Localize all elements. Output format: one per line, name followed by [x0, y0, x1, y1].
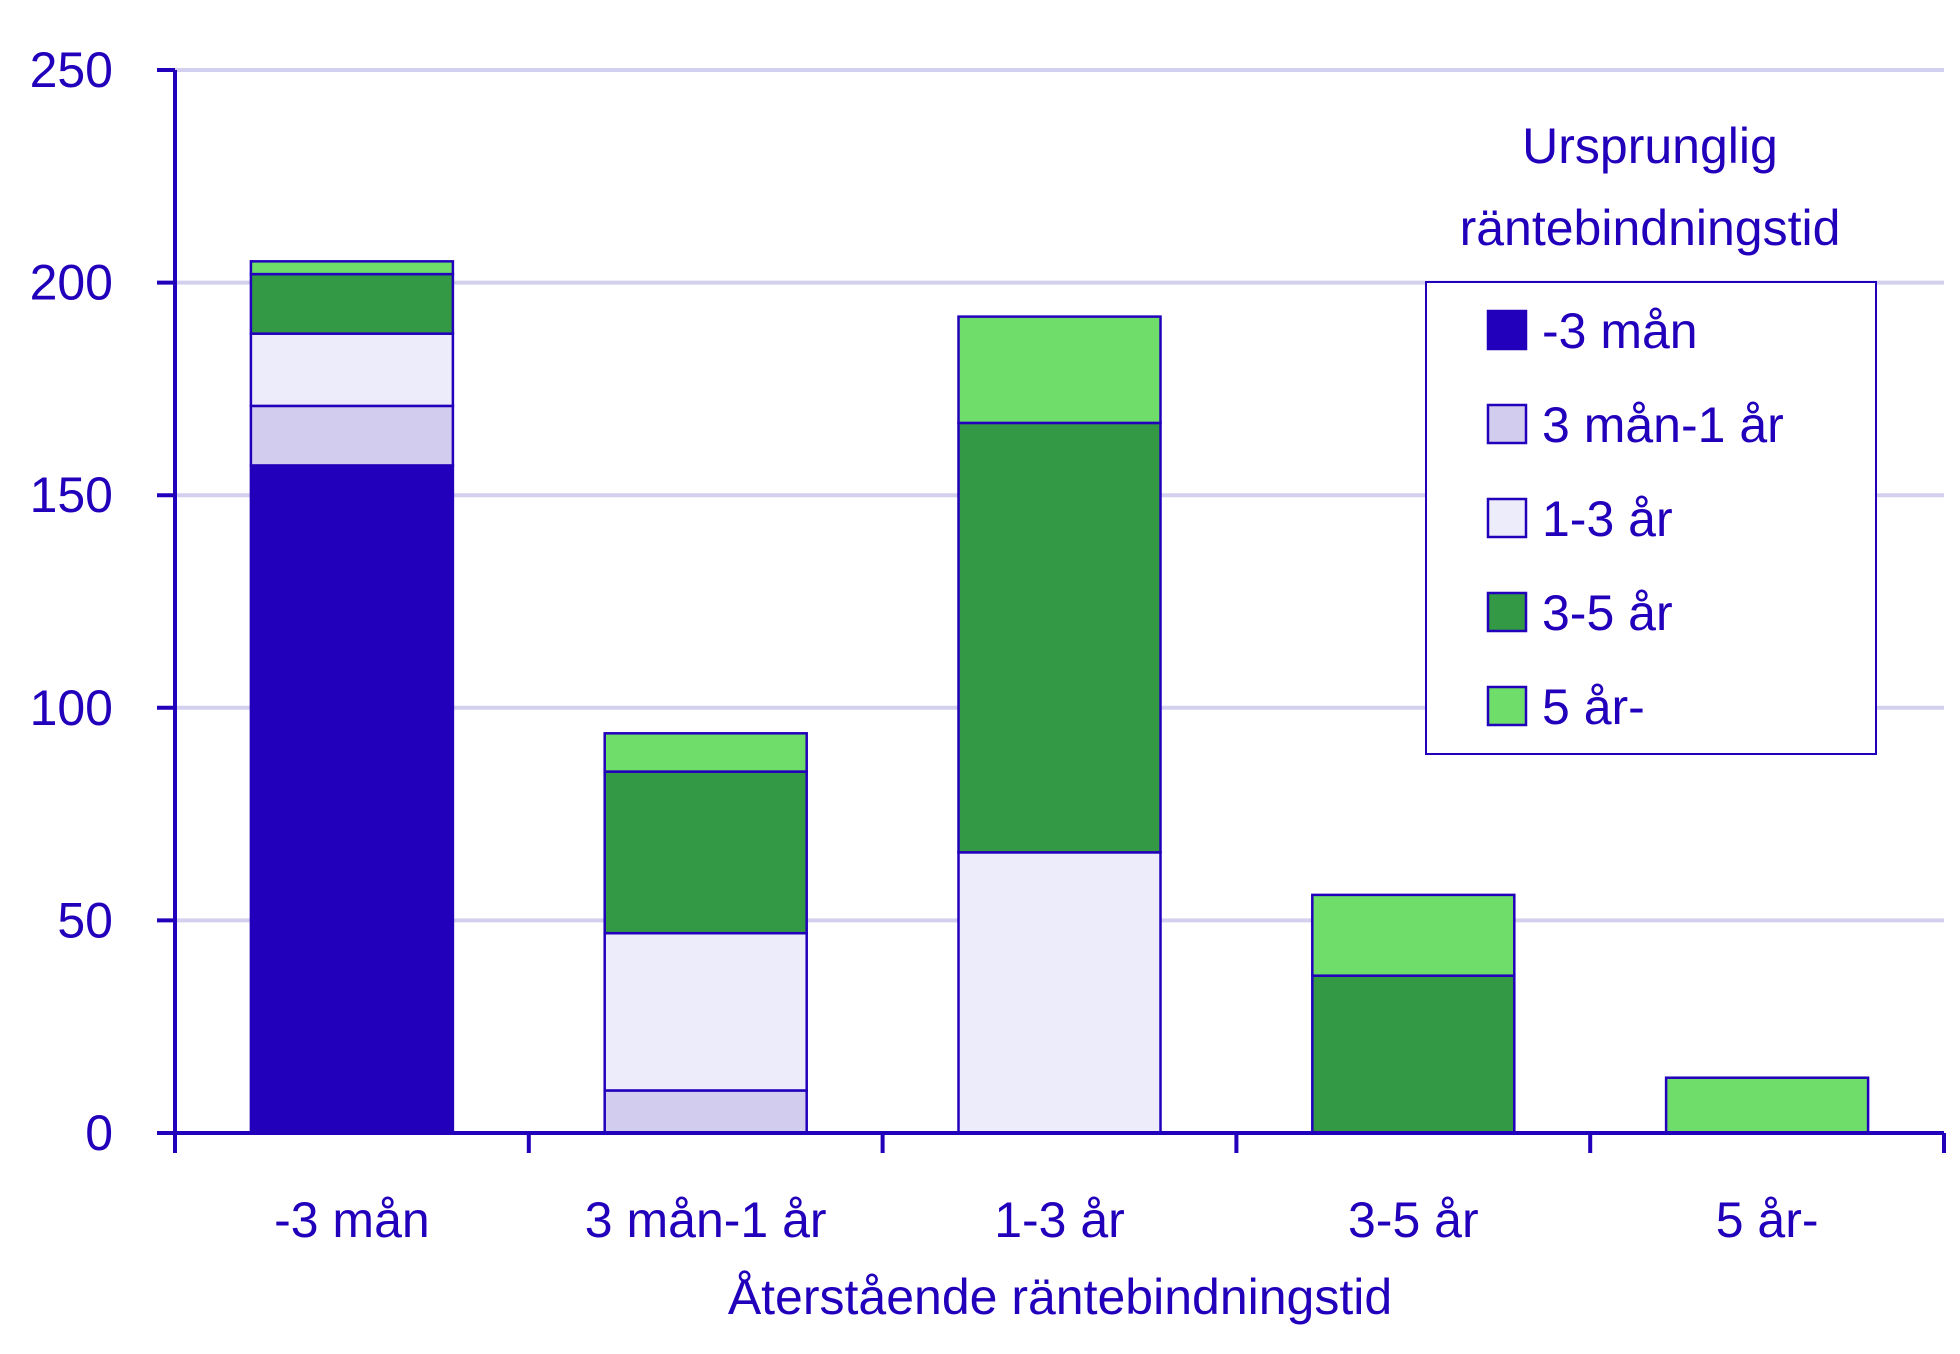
bar-segment-4-4 — [1311, 974, 1516, 1135]
bar-segment-2-5 — [603, 732, 808, 773]
legend-swatch-4 — [1486, 591, 1528, 633]
bar-segment-1-3 — [249, 332, 455, 408]
bar-segment-1-1 — [249, 464, 455, 1135]
bar-segment-2-3 — [603, 931, 808, 1092]
legend-title-line-2: räntebindningstid — [1460, 200, 1841, 256]
y-tick-label-0: 0 — [85, 1105, 113, 1161]
legend-items: -3 mån 3 mån-1 år 1-3 år 3-5 år 5 år- — [1486, 303, 1784, 735]
legend-swatch-2 — [1486, 403, 1528, 445]
x-tick-label-4: 3-5 år — [1348, 1192, 1479, 1248]
legend-swatch-5 — [1486, 685, 1528, 727]
y-tick-label-250: 250 — [30, 42, 113, 98]
bar-segment-1-5 — [249, 260, 455, 276]
bar-segment-1-2 — [249, 404, 455, 467]
y-tick-label-50: 50 — [57, 892, 113, 948]
x-tick-label-3: 1-3 år — [994, 1192, 1125, 1248]
x-axis-ticks: -3 mån 3 mån-1 år 1-3 år 3-5 år 5 år- — [173, 1133, 1946, 1248]
bar-segment-3-3 — [957, 851, 1162, 1135]
x-tick-label-2: 3 mån-1 år — [585, 1192, 827, 1248]
x-tick-label-5: 5 år- — [1716, 1192, 1819, 1248]
bar-segment-5-5 — [1664, 1076, 1870, 1135]
legend-title-line-1: Ursprunglig — [1522, 118, 1778, 174]
legend: Ursprunglig räntebindningstid -3 mån 3 må… — [1425, 118, 1877, 755]
y-tick-label-100: 100 — [30, 680, 113, 736]
x-tick-label-1: -3 mån — [274, 1192, 430, 1248]
x-axis-title: Återstående räntebindningstid — [728, 1269, 1392, 1325]
bar-segment-3-4 — [957, 421, 1162, 854]
axes — [173, 70, 1944, 1135]
legend-label-4: 3-5 år — [1542, 585, 1673, 641]
legend-swatch-3 — [1486, 497, 1528, 539]
bars — [249, 260, 1870, 1135]
bar-segment-3-5 — [957, 315, 1162, 425]
y-tick-label-150: 150 — [30, 467, 113, 523]
legend-label-3: 1-3 år — [1542, 491, 1673, 547]
bar-segment-2-2 — [603, 1089, 808, 1135]
y-tick-label-200: 200 — [30, 255, 113, 311]
y-axis-ticks: 0 50 100 150 200 250 — [30, 42, 175, 1161]
legend-label-2: 3 mån-1 år — [1542, 397, 1784, 453]
bar-segment-4-5 — [1311, 893, 1516, 977]
bar-segment-1-4 — [249, 272, 455, 335]
bar-segment-2-4 — [603, 770, 808, 935]
legend-label-5: 5 år- — [1542, 679, 1645, 735]
legend-label-1: -3 mån — [1542, 303, 1698, 359]
legend-swatch-1 — [1486, 309, 1528, 351]
